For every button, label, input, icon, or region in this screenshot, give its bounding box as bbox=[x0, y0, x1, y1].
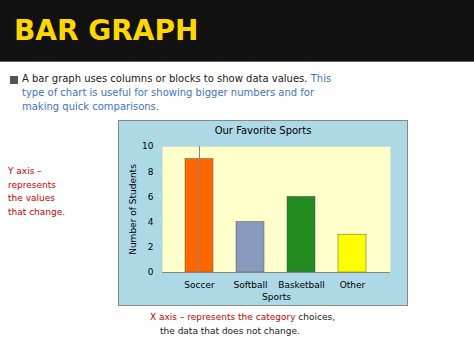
html-text:Our Favorite Sports: Our Favorite Sports bbox=[214, 125, 312, 136]
svg-text:Other: Other bbox=[340, 280, 366, 290]
html-text:type of chart is useful for sh: type of chart is useful for showing bigg… bbox=[22, 87, 314, 98]
svg-text:Soccer: Soccer bbox=[184, 280, 215, 290]
html-text:BAR GRAPH: BAR GRAPH bbox=[14, 14, 199, 47]
svg-text:Softball: Softball bbox=[234, 280, 268, 290]
svg-text:Sports: Sports bbox=[262, 292, 291, 302]
svg-text:10: 10 bbox=[142, 141, 154, 151]
svg-text:6: 6 bbox=[148, 192, 154, 202]
html-text:Y axis – represents the values: Y axis – represents the values that chan… bbox=[8, 166, 66, 217]
html-text:X axis – represents the catego: X axis – represents the category choices… bbox=[150, 312, 336, 322]
html-text:the data that does not change.: the data that does not change. bbox=[160, 326, 300, 336]
svg-text:0: 0 bbox=[148, 267, 154, 277]
html-text:A bar graph uses columns or bl: A bar graph uses columns or blocks to sh… bbox=[22, 73, 332, 84]
svg-text:8: 8 bbox=[148, 167, 154, 177]
html-text:making quick comparisons.: making quick comparisons. bbox=[22, 101, 159, 112]
svg-text:Number of Students: Number of Students bbox=[128, 164, 138, 255]
svg-text:Basketball: Basketball bbox=[278, 280, 325, 290]
svg-text:4: 4 bbox=[148, 217, 154, 227]
svg-text:2: 2 bbox=[148, 242, 154, 252]
